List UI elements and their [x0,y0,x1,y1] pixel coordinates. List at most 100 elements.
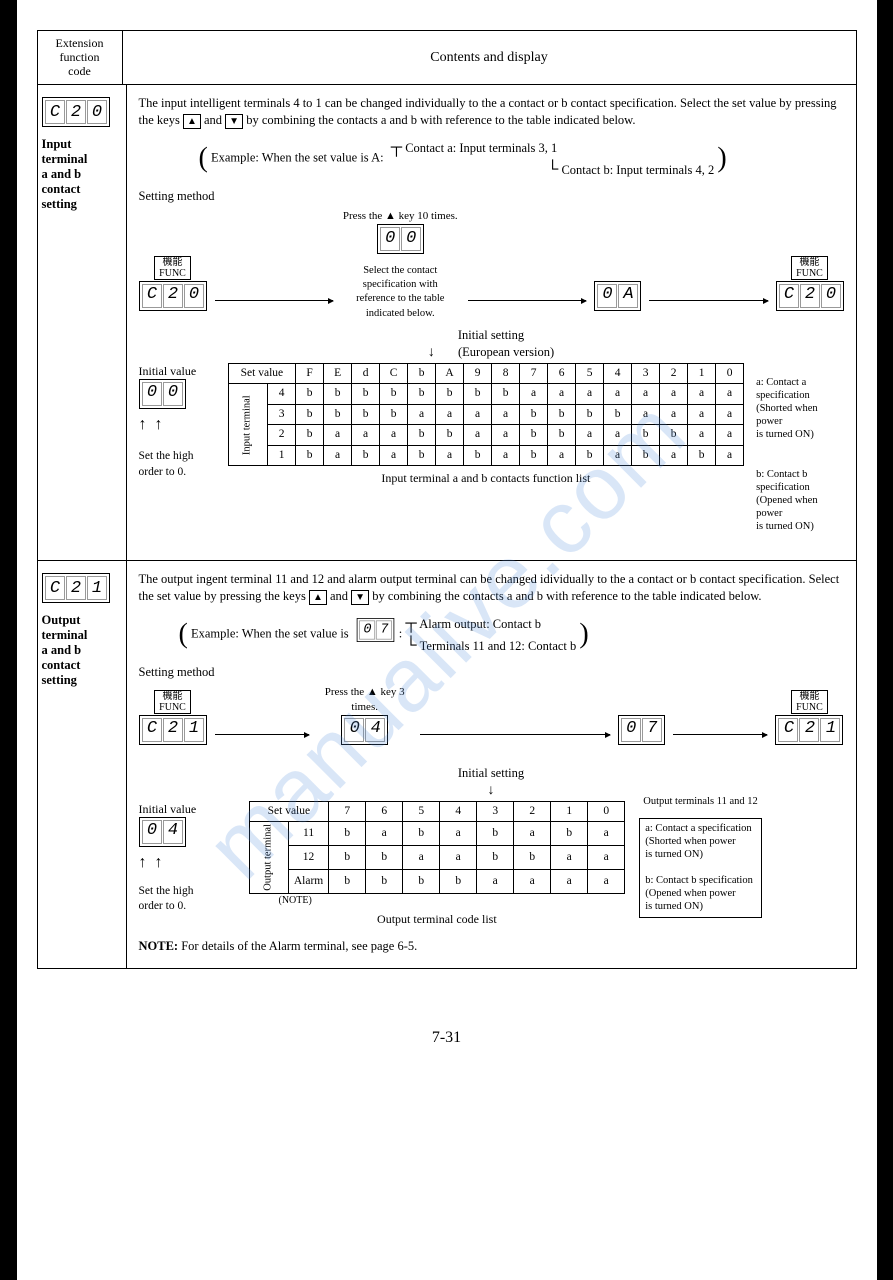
t: Select the contact specification with re… [341,264,460,321]
seg: 2 [800,284,820,308]
header-left: Extension function code [38,31,123,84]
setting-method-label: Setting method [139,188,844,205]
c20-legend: a: Contact a specification (Shorted when… [756,363,843,547]
t: Press the ▲ key 10 times. [343,209,458,224]
down-arrow-icon [488,783,495,797]
flow-disp: 0 0 [377,224,424,254]
initial-disp: 0 0 [139,379,186,409]
seg: 0 [621,718,641,742]
t: FUNC [159,268,186,279]
c20-display: C 2 0 [42,97,110,127]
seg: 2 [163,284,183,308]
func-box: 機能 FUNC [154,690,191,714]
t: by combining the contacts a and b with r… [372,589,761,603]
seg: A [618,284,638,308]
t: a: Contact a specification (Shorted when… [645,822,756,861]
arrow-icon [420,734,610,735]
seg: C [778,718,798,742]
up-key-icon: ▲ [183,114,201,130]
seg: 7 [376,620,392,639]
flow-disp: C 2 0 [139,281,207,311]
t: b: Contact b specification (Opened when … [645,874,756,913]
t: 機能 [799,691,819,702]
arrow-icon [215,734,310,735]
main-table: Extension function code Contents and dis… [37,30,857,969]
t: Initial value [139,363,220,379]
t: Initial setting [458,328,524,342]
seg: 0 [359,620,375,639]
seg: 2 [66,100,86,124]
t: FUNC [796,268,823,279]
up-arrow-icon: ↑ ↑ [139,419,220,432]
page-number: 7-31 [37,1029,857,1047]
t: For details of the Alarm terminal, see p… [181,939,417,953]
seg: 2 [163,718,183,742]
seg: 0 [401,227,421,251]
c20-table: Set valueFEdCbA9876543210Input terminal4… [228,363,744,487]
c20-body: The input intelligent terminals 4 to 1 c… [127,85,856,560]
section-c21: C 2 1 Output terminal a and b contact se… [38,561,856,968]
arrow-icon [215,300,334,301]
seg: 4 [365,718,385,742]
seg: 2 [799,718,819,742]
arrow-icon [673,734,768,735]
c21-table: Set value76543210Output terminal11bababa… [249,801,626,928]
t: 機能 [800,257,820,268]
seg: 0 [380,227,400,251]
c21-legend: Output terminals 11 and 12 a: Contact a … [639,801,762,918]
section-c20: C 2 0 Input terminal a and b contact set… [38,85,856,561]
t: FUNC [159,702,186,713]
t: Initial value [139,801,239,817]
t: Alarm output: Contact b [419,617,541,631]
t: (European version) [458,345,554,359]
t: and [204,113,222,127]
t: Contact a: Input terminals 3, 1 [405,141,557,155]
flow-disp: 0 4 [341,715,388,745]
t: Contact b: Input terminals 4, 2 [561,163,714,177]
c21-table-area: Initial value 0 4 ↑ ↑ Set the high order… [139,801,844,928]
seg: C [45,576,65,600]
down-arrow-icon [428,345,435,359]
t: Set the high order to 0. [139,449,220,480]
seg: 2 [66,576,86,600]
c21-intro: The output ingent terminal 11 and 12 and… [139,571,844,605]
c20-left: C 2 0 Input terminal a and b contact set… [38,85,127,560]
table-caption: Input terminal a and b contacts function… [228,470,744,486]
initial-disp: 0 4 [139,817,186,847]
initial-value-block: Initial value 0 0 ↑ ↑ Set the high order… [139,363,220,481]
t: Example: When the set value is A: [211,151,384,165]
t: NOTE: [139,939,179,953]
note-label: (NOTE) [279,894,626,908]
hdr-l1: Extension [56,36,104,50]
flow-disp: C 2 0 [776,281,844,311]
t: Set the high order to 0. [139,884,239,915]
c21-note: NOTE: For details of the Alarm terminal,… [139,938,844,955]
seg: 0 [87,100,107,124]
c21-body: The output ingent terminal 11 and 12 and… [127,561,856,968]
seg: 0 [344,718,364,742]
seg: 4 [163,820,183,844]
seg: C [45,100,65,124]
seg: 0 [142,820,162,844]
t: FUNC [796,702,823,713]
c20-intro: The input intelligent terminals 4 to 1 c… [139,95,844,129]
seg: 1 [87,576,107,600]
setting-method-label: Setting method [139,664,844,681]
seg: C [142,718,162,742]
c20-flow: 機能 FUNC C 2 0 Press the ▲ key 10 times. [139,209,844,321]
flow-disp: 0 7 [618,715,665,745]
seg: C [779,284,799,308]
seg: 0 [821,284,841,308]
t: Initial setting [458,766,524,780]
func-box: 機能 FUNC [154,256,191,280]
t: Example: When the set value is [191,626,349,640]
t: 機能 [163,691,183,702]
t: by combining the contacts a and b with r… [246,113,635,127]
hdr-l3: code [68,64,91,78]
func-box: 機能 FUNC [791,256,828,280]
arrow-icon [649,300,768,301]
up-key-icon: ▲ [309,590,327,606]
t: and [330,589,348,603]
arrow-icon [468,300,587,301]
c20-title: Input terminal a and b contact setting [42,137,122,212]
